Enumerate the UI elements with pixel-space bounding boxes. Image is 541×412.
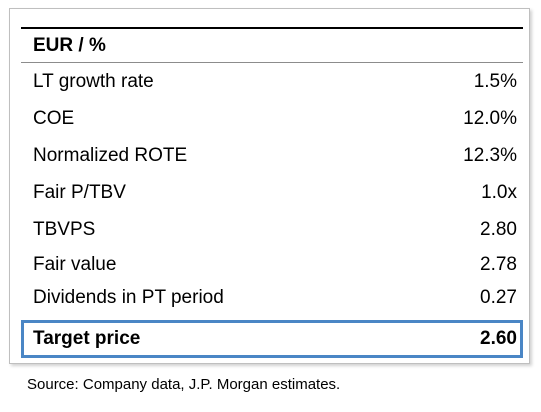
table-row: COE 12.0% <box>21 100 523 137</box>
row-value: 2.80 <box>480 218 517 240</box>
row-label: TBVPS <box>33 218 96 240</box>
target-price-row: Target price 2.60 <box>21 320 523 358</box>
row-value: 0.27 <box>480 286 517 308</box>
row-label: Normalized ROTE <box>33 144 188 166</box>
row-value: 12.0% <box>463 107 517 129</box>
row-label: COE <box>33 107 75 129</box>
table-row: Fair value 2.78 <box>21 248 523 281</box>
row-label: LT growth rate <box>33 70 154 92</box>
row-label: Fair P/TBV <box>33 181 126 203</box>
row-value: 1.0x <box>481 181 517 203</box>
target-price-value: 2.60 <box>480 328 517 349</box>
target-price-label: Target price <box>33 328 141 349</box>
table-card <box>9 8 530 364</box>
table-header: EUR / % <box>21 27 523 63</box>
row-value: 1.5% <box>473 70 517 92</box>
source-note: Source: Company data, J.P. Morgan estima… <box>27 376 341 393</box>
row-label: Fair value <box>33 253 117 275</box>
table-row: LT growth rate 1.5% <box>21 63 523 100</box>
row-label: Dividends in PT period <box>33 286 224 308</box>
table-row: Fair P/TBV 1.0x <box>21 174 523 211</box>
row-value: 2.78 <box>480 253 517 275</box>
valuation-table: EUR / % LT growth rate 1.5% COE 12.0% No… <box>21 27 523 358</box>
row-value: 12.3% <box>463 144 517 166</box>
table-row: TBVPS 2.80 <box>21 211 523 248</box>
table-row: Normalized ROTE 12.3% <box>21 137 523 174</box>
table-row: Dividends in PT period 0.27 <box>21 281 523 314</box>
